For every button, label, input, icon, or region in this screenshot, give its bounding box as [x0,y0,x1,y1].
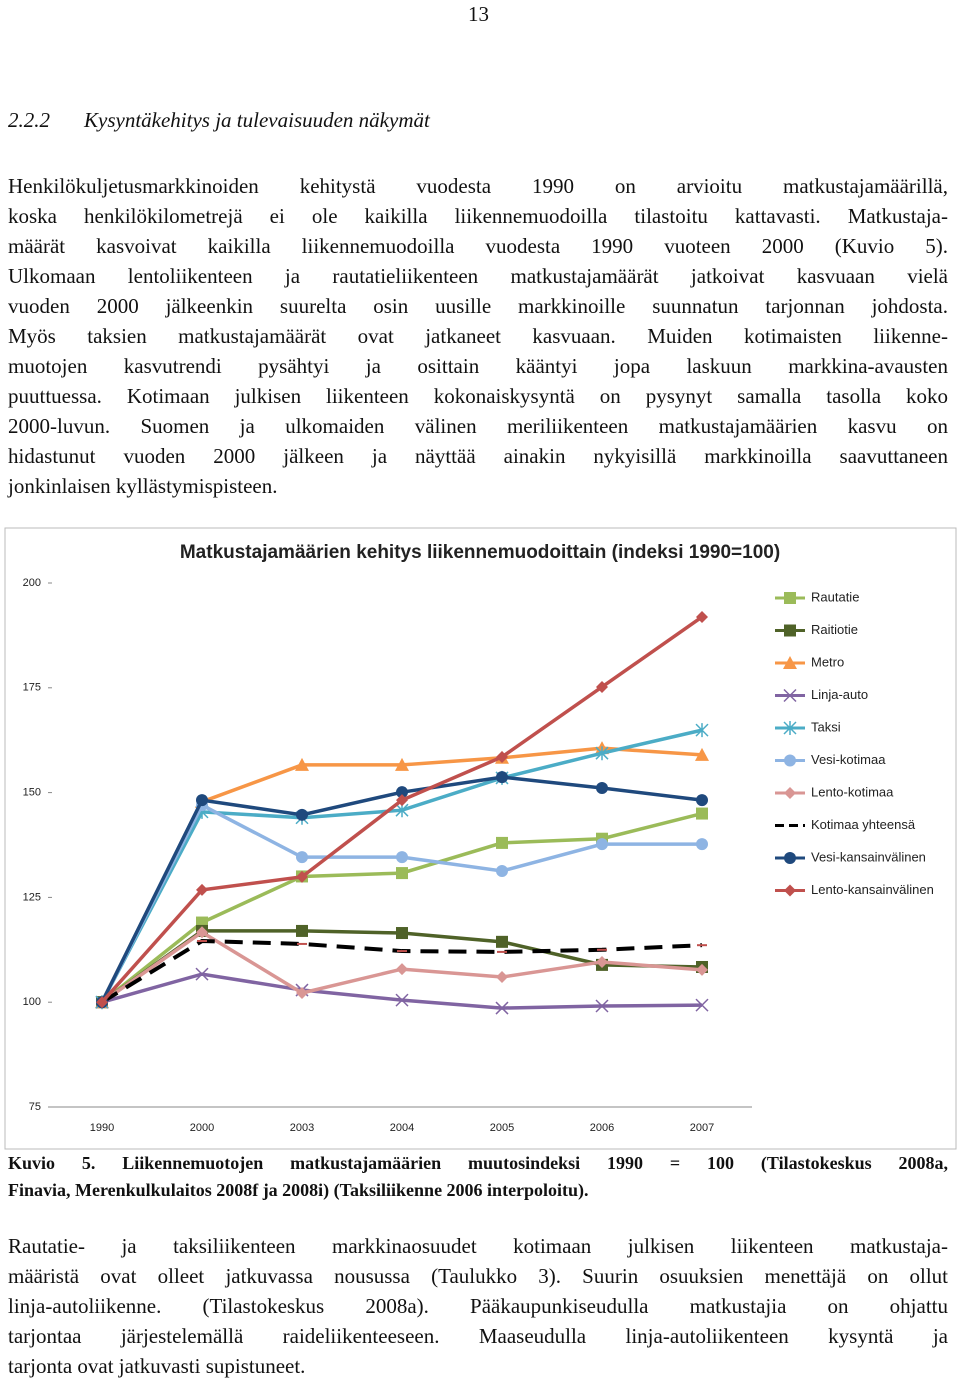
data-point [495,1001,509,1015]
data-point [496,864,508,877]
heading-number: 2.2.2 [8,108,50,132]
data-point [396,851,408,864]
body-text-line: hidastunut vuoden 2000 jälkeen ja näyttä… [8,444,948,468]
data-point [195,967,209,981]
legend-label: Lento-kotimaa [811,784,894,799]
data-point [596,955,608,968]
data-point [596,781,608,794]
data-point [296,808,308,821]
body-text-line: jonkinlaisen kyllästymispisteen. [8,474,278,498]
data-point [595,999,609,1013]
data-point [496,836,508,849]
data-point [695,723,709,738]
data-point [496,935,508,948]
body-text-line: määrät kasvoivat kaikilla liikennemuodoi… [8,234,948,258]
body-text-line: Rautatie- ja taksiliikenteen markkinaosu… [8,1234,948,1258]
legend-marker [784,787,796,799]
data-point [496,750,508,763]
y-tick-label: 175 [23,682,41,694]
caption-line: Finavia, Merenkulkulaitos 2008f ja 2008i… [8,1180,589,1200]
data-point [296,924,308,937]
data-point [696,963,708,976]
body-text-line: Henkilökuljetusmarkkinoiden kehitystä vu… [8,174,948,198]
x-tick-label: 2007 [690,1122,714,1134]
page-number: 13 [468,2,489,26]
legend-marker [784,592,796,604]
legend-label: Kotimaa yhteensä [811,817,916,832]
heading-title: Kysyntäkehitys ja tulevaisuuden näkymät [84,108,430,132]
data-point [496,971,508,984]
data-point [396,963,408,976]
chart: Matkustajamäärien kehitys liikennemuodoi… [4,527,957,1150]
legend-label: Metro [811,654,844,669]
data-point [595,746,609,761]
legend-marker [784,852,796,864]
y-tick-label: 100 [23,996,41,1008]
legend-label: Linja-auto [811,687,868,702]
data-point [696,794,708,807]
y-tick-label: 200 [23,577,41,589]
legend-marker [784,884,796,897]
body-text-line: linja-autoliikenne. (Tilastokeskus 2008a… [8,1294,948,1318]
y-tick-label: 75 [29,1101,41,1113]
body-text-line: muotojen kasvutrendi pysähtyi ja osittai… [8,354,948,378]
chart-title: Matkustajamäärien kehitys liikennemuodoi… [180,542,780,563]
data-point [196,794,208,807]
x-tick-label: 2004 [390,1122,414,1134]
legend-marker [783,656,797,669]
x-tick-label: 2005 [490,1122,514,1134]
data-point [695,747,709,761]
x-tick-label: 1990 [90,1122,114,1134]
data-point [396,794,408,807]
legend-label: Lento-kansainvälinen [811,882,934,897]
data-point [196,883,208,896]
data-point [596,680,608,693]
legend-marker [783,688,797,703]
body-text-line: Ulkomaan lentoliikenteen ja rautatieliik… [8,264,948,288]
body-text-line: 2000-luvun. Suomen ja ulkomaiden välinen… [8,414,948,438]
data-point [196,926,208,939]
body-text-line: tarjontaa järjestelemällä raideliikentee… [8,1324,948,1348]
legend-label: Taksi [811,719,841,734]
legend-label: Rautatie [811,589,859,604]
data-point [395,757,409,771]
legend-label: Raitiotie [811,622,858,637]
data-point [496,771,508,784]
body-text-line: puuttuessa. Kotimaan julkisen liikenteen… [8,384,948,408]
data-point [695,998,709,1012]
legend-marker [783,721,797,735]
data-point [395,993,409,1007]
x-tick-label: 2000 [190,1122,214,1134]
data-point [295,757,309,771]
body-text-line: koska henkilökilometrejä ei ole kaikilla… [8,204,948,228]
legend-marker [784,754,796,767]
legend-marker [784,624,796,637]
y-tick-label: 150 [23,787,41,799]
data-point [696,610,708,623]
legend-label: Vesi-kansainvälinen [811,849,926,864]
data-point [596,838,608,851]
data-point [396,927,408,940]
data-point [396,786,408,799]
legend-label: Vesi-kotimaa [811,752,886,767]
data-point [696,838,708,851]
data-point [296,870,308,883]
data-point [696,807,708,820]
y-tick-label: 125 [23,891,41,903]
data-point [296,986,308,999]
body-text-line: vuoden 2000 jälkeenkin suurelta osin uus… [8,294,948,318]
x-tick-label: 2006 [590,1122,614,1134]
x-tick-label: 2003 [290,1122,314,1134]
body-text-line: Myös taksien matkustajamäärät ovat jatka… [8,324,948,348]
data-point [296,851,308,864]
caption-line: Kuvio 5. Liikennemuotojen matkustajamäär… [8,1153,948,1173]
data-point [396,867,408,880]
body-text-line: määristä ovat olleet jatkuvassa nousussa… [8,1264,948,1288]
body-text-line: tarjonta ovat jatkuvasti supistuneet. [8,1354,306,1378]
data-point [96,996,108,1009]
